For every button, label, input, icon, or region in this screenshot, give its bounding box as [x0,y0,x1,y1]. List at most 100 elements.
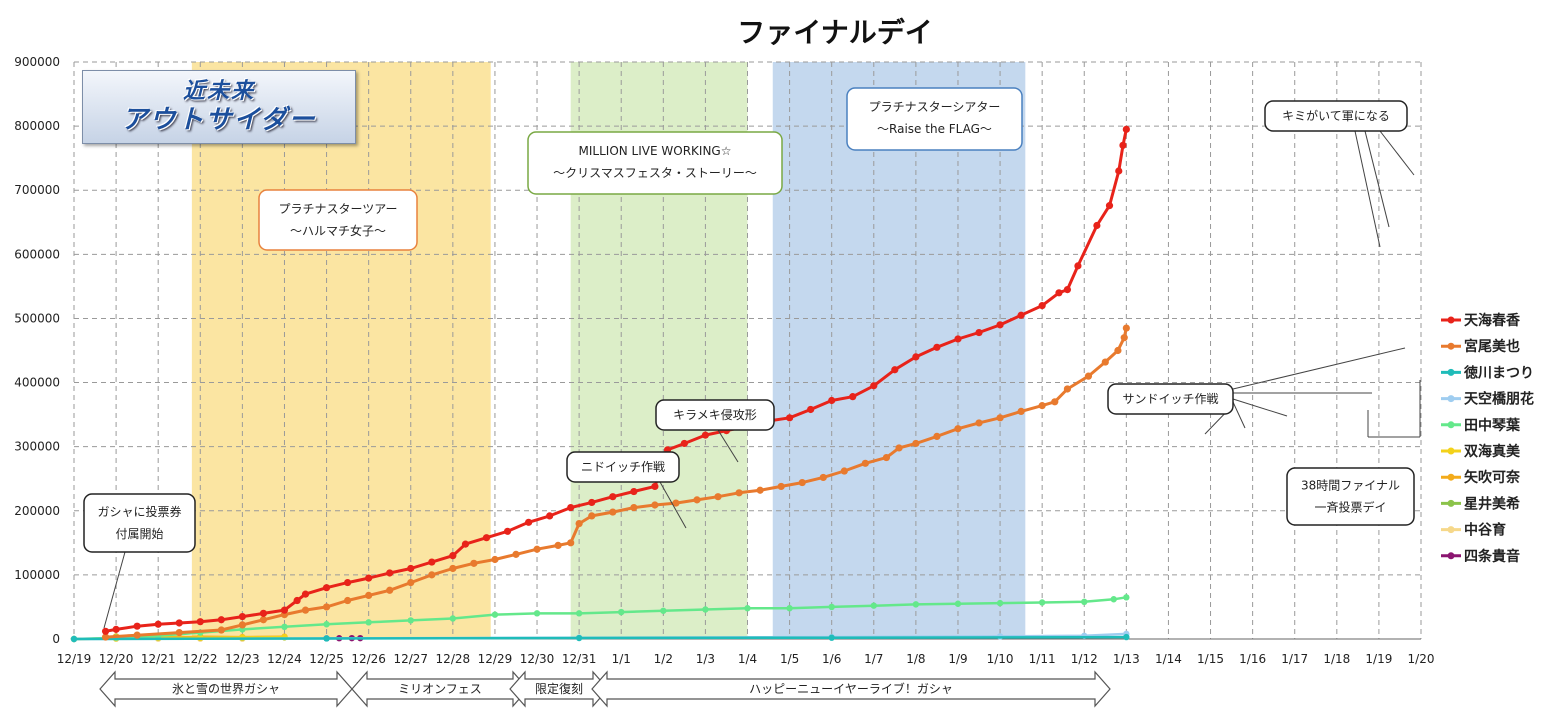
data-point [819,473,827,482]
data-point [575,634,583,642]
band-label-0: プラチナスターツアー〜ハルマチ女子〜 [258,189,418,251]
data-point [217,616,225,624]
callout-leader [1232,347,1406,390]
callout-leader [103,551,126,629]
band-label-text: 〜クリスマスフェスタ・ストーリー〜 [553,166,757,180]
data-point [575,610,583,617]
data-point [259,609,268,617]
period-arrow-0: 氷と雪の世界ガシャ [99,670,353,708]
data-point [1093,221,1101,230]
data-point [975,419,983,427]
data-point [386,586,394,594]
data-point [870,602,877,609]
data-point [702,606,709,613]
data-point [785,414,794,422]
legend-label: 双海真美 [1464,443,1521,460]
data-point [744,605,751,612]
x-tick-label: 12/25 [309,652,344,666]
data-point [996,414,1004,422]
legend-swatch-marker [1447,447,1455,455]
data-point [344,578,352,587]
x-tick-label: 1/15 [1197,652,1224,666]
data-point [365,574,373,582]
period-arrow-3: ハッピーニューイヤーライブ！ガシャ [591,670,1111,708]
data-point [840,467,848,475]
data-point [428,558,436,566]
data-point [1038,302,1046,310]
data-point [798,478,806,487]
x-tick-label: 12/27 [393,652,428,666]
data-point [1017,311,1025,319]
x-tick-label: 12/31 [562,652,597,666]
period-arrow-label: ハッピーニューイヤーライブ！ガシャ [749,681,953,696]
period-arrow-label: 氷と雪の世界ガシャ [172,682,280,696]
x-tick-label: 12/22 [183,652,218,666]
data-point [293,596,301,605]
data-point [975,328,983,337]
x-tick-label: 1/12 [1071,652,1098,666]
legend-item-1: 宮尾美也 [1441,338,1520,355]
data-point [238,612,246,621]
legend-swatch-marker [1447,499,1455,507]
period-arrow-shape [591,670,1111,708]
band-label-text: 〜ハルマチ女子〜 [290,223,386,238]
x-tick-label: 12/23 [225,652,260,666]
callout-box [83,493,196,553]
legend-item-2: 徳川まつり [1441,364,1534,381]
data-point [1110,596,1117,603]
data-point [449,615,457,622]
data-point [828,634,835,641]
data-point [660,607,667,614]
band-label-text: MILLION LIVE WORKING☆ [579,144,732,158]
data-point [1084,372,1093,380]
y-tick-label: 500000 [14,311,60,325]
data-point [533,610,541,617]
data-point [322,584,331,592]
data-point [1122,324,1130,332]
logo-line-2: アウトサイダー [121,105,317,135]
legend-label: 矢吹可奈 [1464,469,1521,486]
data-point [609,493,617,501]
data-point [1063,285,1072,294]
chart-title: ファイナルデイ [737,16,932,49]
x-tick-label: 1/1 [612,652,631,666]
callout-text: 38時間ファイナル [1301,479,1400,493]
legend-item-4: 田中琴葉 [1441,417,1521,434]
data-point [70,635,78,643]
data-point [680,439,688,448]
legend: 天海春香宮尾美也徳川まつり天空橋朋花田中琴葉双海真美矢吹可奈星井美希中谷育四条貴… [1441,312,1534,565]
data-point [996,321,1004,329]
x-tick-label: 12/19 [57,652,92,666]
data-point [280,606,289,614]
data-point [461,540,470,548]
series-2 [70,633,1130,643]
data-point [895,444,903,452]
callout-box [655,399,775,431]
data-point [672,499,680,507]
legend-label: 天空橋朋花 [1464,391,1534,408]
data-point [259,616,268,624]
x-tick-label: 1/3 [696,652,715,666]
data-point [651,501,659,509]
x-tick-label: 1/18 [1323,652,1350,666]
x-tick-label: 1/9 [948,652,967,666]
data-point [482,534,491,542]
data-point [1115,167,1123,175]
y-tick-label: 0 [52,632,60,646]
callout-text: キミがいて軍になる [1282,108,1390,123]
data-point [386,569,394,577]
callout-leader [717,429,739,463]
legend-label: 宮尾美也 [1464,338,1520,355]
legend-item-3: 天空橋朋花 [1441,391,1534,408]
x-tick-label: 1/14 [1155,652,1182,666]
x-tick-label: 1/16 [1239,652,1266,666]
legend-swatch-marker [1447,473,1455,481]
data-point [428,571,436,579]
data-point [407,564,415,573]
callout-box [566,451,680,483]
data-point [1055,289,1063,297]
data-point [449,564,457,573]
y-tick-label: 800000 [14,119,60,133]
legend-label: 四条貴音 [1464,548,1520,565]
